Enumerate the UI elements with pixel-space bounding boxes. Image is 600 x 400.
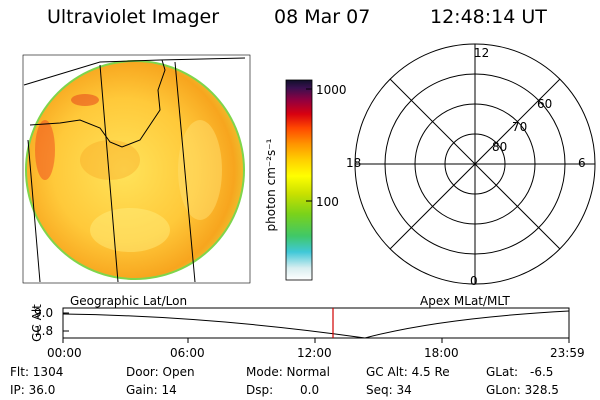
mlt-label-12: 12 xyxy=(474,46,490,60)
auroral-disc xyxy=(27,62,243,278)
colorbar-label-1000: 1000 xyxy=(316,83,347,97)
status-door: Door: Open xyxy=(126,365,195,379)
status-dsp-label: Dsp: xyxy=(246,383,274,397)
ytick-label-1.8: 1.8 xyxy=(34,324,54,338)
ytick-label-9: 9.0 xyxy=(34,306,54,320)
mlt-label-18: 18 xyxy=(346,156,362,170)
status-dsp-value: 0.0 xyxy=(300,383,320,397)
lat-label-80: 80 xyxy=(492,140,508,154)
xtick-label-0600: 06:00 xyxy=(170,346,205,360)
colorbar-units: photon cm⁻²s⁻¹ xyxy=(264,138,278,232)
status-seq: Seq: 34 xyxy=(366,383,412,397)
colorbar xyxy=(285,79,313,281)
timeline-plot xyxy=(62,307,570,343)
geo-grid-lines xyxy=(23,57,246,283)
xtick-label-0000: 00:00 xyxy=(47,346,82,360)
mlt-label-0: 0 xyxy=(470,274,478,288)
altitude-curve xyxy=(62,310,570,339)
colorbar-label-100: 100 xyxy=(316,195,339,209)
status-glat-label: GLat: xyxy=(486,365,519,379)
status-glon: GLon: 328.5 xyxy=(486,383,559,397)
uv-image-panel xyxy=(22,54,251,284)
instrument-title: Ultraviolet Imager xyxy=(47,6,220,28)
polar-plot xyxy=(354,43,596,285)
status-flight: Flt: 1304 xyxy=(10,365,64,379)
status-mode: Mode: Normal xyxy=(246,365,330,379)
time-label: 12:48:14 UT xyxy=(430,6,547,28)
xtick-label-2359: 23:59 xyxy=(550,346,585,360)
apex-coord-title: Apex MLat/MLT xyxy=(420,294,510,308)
status-glat-value: -6.5 xyxy=(530,365,554,379)
timeline-frame xyxy=(62,307,570,339)
xtick-label-1800: 18:00 xyxy=(424,346,459,360)
status-gain: Gain: 14 xyxy=(126,383,177,397)
lat-label-70: 70 xyxy=(512,120,528,134)
geo-coord-title: Geographic Lat/Lon xyxy=(70,294,188,308)
colorbar-gradient xyxy=(285,79,313,281)
lat-label-60: 60 xyxy=(537,97,553,111)
polar-diagonal-2 xyxy=(389,78,561,250)
mlt-label-6: 6 xyxy=(578,156,586,170)
status-ip: IP: 36.0 xyxy=(10,383,56,397)
xtick-label-1200: 12:00 xyxy=(297,346,332,360)
date-label: 08 Mar 07 xyxy=(274,6,371,28)
status-gc-alt: GC Alt: 4.5 Re xyxy=(366,365,450,379)
disc-speckle xyxy=(35,94,222,252)
